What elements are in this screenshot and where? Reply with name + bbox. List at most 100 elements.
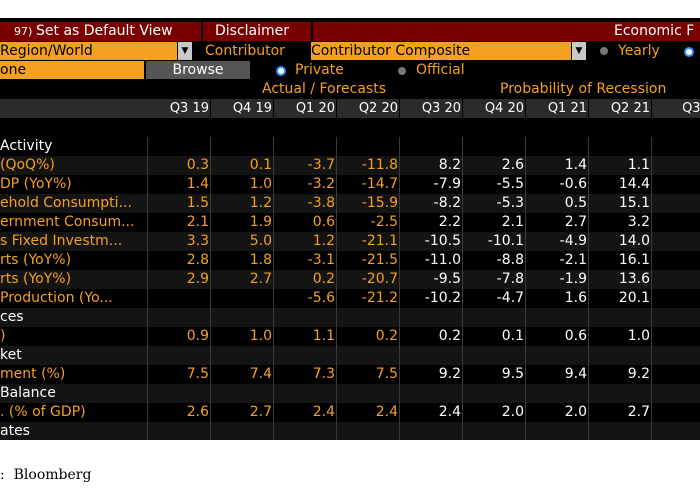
grid-line bbox=[399, 137, 400, 440]
forecast-value-cell: 8. bbox=[653, 251, 700, 270]
forecast-value-cell: -5.3 bbox=[496, 195, 524, 211]
actual-value-cell: 3.3 bbox=[186, 233, 209, 249]
region-dropdown-button[interactable]: ▼ bbox=[178, 42, 192, 60]
actual-value-cell: -11.8 bbox=[361, 157, 398, 173]
section-row: ket bbox=[0, 346, 700, 365]
filter-row-2: one Browse Private Official bbox=[0, 61, 700, 80]
forecast-value-cell: -8.8 bbox=[496, 252, 524, 268]
indicator-label[interactable]: (QoQ%) bbox=[0, 157, 55, 173]
indicator-label[interactable]: ) bbox=[0, 328, 6, 344]
region-select[interactable]: Region/World bbox=[0, 42, 177, 60]
table-row: DP (YoY%) 1.4 1.0 -3.2 -14.7 -7.9 -5.5 -0.6 14.4… bbox=[0, 175, 700, 194]
contributor-dropdown-button[interactable]: ▼ bbox=[572, 42, 586, 60]
forecast-value-cell: 8. bbox=[653, 270, 700, 289]
region-value: Region/World bbox=[0, 43, 93, 59]
browse-button[interactable]: Browse bbox=[146, 61, 250, 79]
actual-value-cell: 1.8 bbox=[249, 252, 272, 268]
actual-value-cell: 7.5 bbox=[375, 366, 398, 382]
forecast-value-cell: 6. bbox=[653, 175, 700, 194]
section-label: ket bbox=[0, 347, 22, 363]
forecast-value-cell: 0.5 bbox=[564, 195, 587, 211]
indicator-label[interactable]: rts (YoY%) bbox=[0, 271, 72, 287]
actual-value-cell: 0.9 bbox=[186, 328, 209, 344]
actual-value-cell: 0.2 bbox=[312, 271, 335, 287]
forecast-value-cell: 16.1 bbox=[618, 252, 650, 268]
quarter-header-cell: Q4 19 bbox=[232, 101, 272, 116]
column-separator bbox=[588, 99, 589, 118]
indicator-label[interactable]: DP (YoY%) bbox=[0, 176, 72, 192]
actual-value-cell: 1.0 bbox=[249, 328, 272, 344]
forecast-value-cell: 1. bbox=[653, 327, 700, 346]
actual-value-cell: -21.2 bbox=[361, 290, 398, 306]
forecast-value-cell: 2.6 bbox=[501, 157, 524, 173]
forecast-value-cell: 6. bbox=[653, 194, 700, 213]
section-label: ates bbox=[0, 423, 30, 439]
section-label: Activity bbox=[0, 138, 53, 154]
actual-value-cell: -2.5 bbox=[370, 214, 398, 230]
actual-value-cell: -3.7 bbox=[307, 157, 335, 173]
forecast-value-cell: 3.2 bbox=[627, 214, 650, 230]
actual-value-cell: -3.8 bbox=[307, 195, 335, 211]
forecast-value-cell: -1.9 bbox=[559, 271, 587, 287]
indicator-label[interactable]: s Fixed Investm... bbox=[0, 233, 123, 249]
grid-line bbox=[210, 137, 211, 440]
forecast-value-cell: 3. bbox=[653, 289, 700, 308]
section-label: Balance bbox=[0, 385, 56, 401]
forecast-value-cell: 2.4 bbox=[438, 404, 461, 420]
grid-line bbox=[462, 137, 463, 440]
forecast-value-cell: 9.4 bbox=[564, 366, 587, 382]
actual-value-cell: -3.1 bbox=[307, 252, 335, 268]
table-row: (QoQ%) 0.3 0.1 -3.7 -11.8 8.2 2.6 1.4 1.10. bbox=[0, 156, 700, 175]
yearly-radio[interactable] bbox=[600, 47, 608, 55]
forecast-value-cell: -8.2 bbox=[433, 195, 461, 211]
actual-value-cell: 2.8 bbox=[186, 252, 209, 268]
forecast-value-cell: 8.2 bbox=[438, 157, 461, 173]
indicator-label[interactable]: . (% of GDP) bbox=[0, 404, 86, 420]
forecast-value-cell: 9.2 bbox=[438, 366, 461, 382]
actual-value-cell: -5.6 bbox=[307, 290, 335, 306]
actual-value-cell: 1.9 bbox=[249, 214, 272, 230]
table-row: )0.91.01.10.20.20.10.61.01. bbox=[0, 327, 700, 346]
column-separator bbox=[399, 99, 400, 118]
indicator-label[interactable]: rts (YoY%) bbox=[0, 252, 72, 268]
actual-value-cell: -14.7 bbox=[361, 176, 398, 192]
disclaimer-button[interactable]: Disclaimer bbox=[215, 23, 290, 39]
toolbar: 97) Set as Default View Disclaimer Econo… bbox=[0, 22, 700, 41]
private-label: Private bbox=[295, 62, 344, 78]
menu-number: 97) bbox=[14, 25, 33, 38]
official-radio[interactable] bbox=[398, 67, 406, 75]
forecast-value-cell: 1.1 bbox=[627, 157, 650, 173]
set-default-view-button[interactable]: Set as Default View bbox=[36, 23, 173, 39]
actual-value-cell: 0.6 bbox=[312, 214, 335, 230]
bloomberg-terminal-panel: 97) Set as Default View Disclaimer Econo… bbox=[0, 18, 700, 440]
forecast-value-cell: 13.6 bbox=[618, 271, 650, 287]
indicator-label[interactable]: ernment Consum... bbox=[0, 214, 135, 230]
section-label: ces bbox=[0, 309, 24, 325]
source-text: Bloomberg bbox=[13, 467, 92, 483]
contributor-select[interactable]: Contributor Composite bbox=[311, 42, 571, 60]
forecast-value-cell: 0.6 bbox=[564, 328, 587, 344]
actual-value-cell: 1.1 bbox=[312, 328, 335, 344]
zone-value: one bbox=[0, 62, 27, 78]
forecast-value-cell: -10.2 bbox=[424, 290, 461, 306]
actual-value-cell: 1.2 bbox=[312, 233, 335, 249]
indicator-label[interactable]: ment (%) bbox=[0, 366, 66, 382]
quarterly-radio[interactable] bbox=[684, 47, 694, 57]
indicator-label[interactable]: ehold Consumpti... bbox=[0, 195, 132, 211]
actual-value-cell: 7.5 bbox=[186, 366, 209, 382]
private-radio[interactable] bbox=[276, 66, 286, 76]
actual-value-cell: 7.4 bbox=[249, 366, 272, 382]
forecast-value-cell: -10.1 bbox=[487, 233, 524, 249]
forecast-value-cell: 1.4 bbox=[564, 157, 587, 173]
zone-select[interactable]: one bbox=[0, 61, 144, 79]
quarter-header-cell: Q1 21 bbox=[547, 101, 587, 116]
grid-line bbox=[651, 137, 652, 440]
table-row: ernment Consum... 2.1 1.9 0.6 -2.5 2.2 2.1 2.7 3… bbox=[0, 213, 700, 232]
quarter-header-cell: Q3 20 bbox=[421, 101, 461, 116]
contributor-label: Contributor bbox=[205, 43, 285, 59]
forecast-value-cell: 0. bbox=[653, 156, 700, 175]
indicator-label[interactable]: Production (Yo... bbox=[0, 290, 113, 306]
table-row: ment (%)7.57.47.37.59.29.59.49.29. bbox=[0, 365, 700, 384]
forecast-value-cell: 2. bbox=[653, 403, 700, 422]
actual-value-cell: 0.3 bbox=[186, 157, 209, 173]
